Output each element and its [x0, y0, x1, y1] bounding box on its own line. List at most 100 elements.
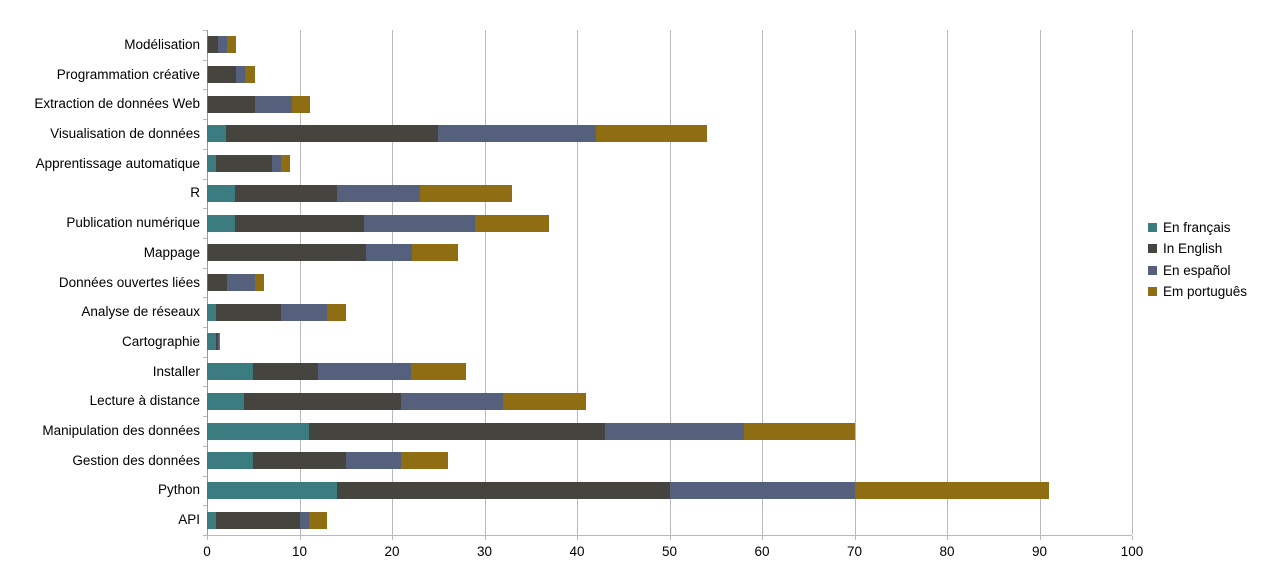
- bar-api: [207, 511, 328, 529]
- x-tick-mark: [207, 536, 208, 540]
- bar-segment-en-espanol: [254, 95, 292, 113]
- y-tick-mark: [203, 30, 207, 31]
- x-tick-mark: [484, 536, 486, 540]
- y-tick-mark: [203, 89, 207, 91]
- category-label-manipulation-des-donnees: Manipulation des données: [42, 423, 200, 439]
- gridline: [299, 30, 301, 535]
- legend-label: Em português: [1163, 283, 1248, 299]
- bar-segment-in-english: [225, 125, 439, 143]
- bar-publication-numerique: [207, 214, 550, 232]
- bar-segment-in-english: [234, 214, 365, 232]
- y-tick-mark: [203, 475, 207, 477]
- bar-segment-en-francais: [207, 125, 226, 143]
- bar-segment-in-english: [308, 422, 605, 440]
- legend-item-em-portugues: Em português: [1148, 281, 1247, 302]
- gridline: [577, 30, 578, 535]
- bar-segment-en-francais: [207, 481, 337, 499]
- bar-segment-in-english: [253, 363, 318, 381]
- bar-segment-in-english: [244, 392, 402, 410]
- bar-segment-em-portugues: [291, 95, 311, 113]
- y-tick-mark: [203, 386, 207, 388]
- y-tick-mark: [203, 148, 207, 150]
- bar-segment-en-francais: [207, 274, 209, 291]
- x-tick-mark: [577, 536, 578, 540]
- legend-swatch-em-portugues: [1148, 286, 1157, 296]
- bar-segment-en-francais: [207, 511, 217, 529]
- bar-segment-en-francais: [207, 392, 244, 410]
- y-tick-mark: [203, 208, 207, 210]
- bar-segment-en-francais: [207, 333, 217, 351]
- bar-segment-en-espanol: [217, 333, 219, 351]
- legend-swatch-en-espanol: [1148, 265, 1157, 275]
- legend-label: In English: [1163, 241, 1223, 257]
- bar-segment-en-espanol: [217, 36, 227, 54]
- category-label-api: API: [178, 512, 200, 528]
- bar-segment-en-espanol: [345, 452, 402, 470]
- bar-segment-en-espanol: [299, 511, 309, 529]
- category-label-modelisation: Modélisation: [124, 36, 200, 52]
- x-tick-label: 100: [1120, 544, 1144, 559]
- bar-segment-in-english: [208, 66, 237, 84]
- bar-segment-em-portugues: [475, 214, 550, 232]
- y-tick-mark: [203, 327, 207, 329]
- bar-python: [207, 481, 1049, 499]
- category-label-extraction-de-donnees-web: Extraction de données Web: [34, 96, 200, 112]
- y-tick-mark: [203, 297, 207, 299]
- bar-segment-em-portugues: [411, 244, 459, 262]
- x-tick-mark: [947, 536, 948, 540]
- bar-segment-in-english: [253, 452, 346, 470]
- x-tick-label: 0: [203, 544, 211, 559]
- bar-segment-en-francais: [207, 452, 254, 470]
- bar-manipulation-des-donnees: [207, 422, 855, 440]
- x-tick-label: 80: [939, 544, 955, 559]
- bar-segment-em-portugues: [743, 422, 855, 440]
- bar-modelisation: [207, 36, 237, 54]
- x-tick-mark: [299, 536, 301, 540]
- bar-segment-em-portugues: [245, 66, 255, 84]
- bar-programmation-creative: [207, 66, 255, 84]
- x-tick-label: 90: [1031, 544, 1048, 559]
- y-tick-mark: [203, 178, 207, 180]
- bar-segment-em-portugues: [308, 511, 328, 529]
- bar-segment-em-portugues: [503, 392, 587, 410]
- y-tick-mark: [203, 237, 207, 239]
- legend-item-en-francais: En français: [1148, 217, 1231, 238]
- category-label-publication-numerique: Publication numérique: [66, 215, 200, 231]
- gridline: [669, 30, 671, 535]
- bar-segment-en-francais: [207, 66, 209, 84]
- bar-segment-en-francais: [207, 214, 235, 232]
- category-label-visualisation-de-donnees: Visualisation de données: [50, 125, 200, 141]
- bar-segment-in-english: [216, 303, 281, 321]
- bar-extraction-de-donnees-web: [207, 95, 311, 113]
- x-tick-mark: [854, 536, 856, 540]
- bar-segment-en-espanol: [271, 155, 281, 173]
- category-label-programmation-creative: Programmation créative: [56, 66, 200, 82]
- bar-segment-in-english: [216, 333, 218, 351]
- y-tick-mark: [203, 445, 207, 447]
- bar-segment-en-espanol: [365, 244, 412, 262]
- bar-segment-em-portugues: [281, 155, 291, 173]
- bar-lecture-a-distance: [207, 392, 587, 410]
- bar-segment-en-francais: [207, 363, 254, 381]
- y-tick-mark: [203, 356, 207, 358]
- category-label-analyse-de-reseaux: Analyse de réseaux: [81, 304, 200, 320]
- x-tick-mark: [1132, 536, 1133, 540]
- bar-segment-em-portugues: [410, 363, 466, 381]
- y-tick-mark: [203, 59, 207, 61]
- bar-segment-in-english: [216, 155, 272, 173]
- y-tick-mark: [203, 505, 207, 507]
- bar-segment-in-english: [234, 184, 337, 202]
- bar-segment-en-espanol: [236, 66, 246, 84]
- x-tick-mark: [392, 536, 393, 540]
- gridline: [854, 30, 856, 535]
- category-label-python: Python: [157, 482, 200, 498]
- category-label-apprentissage-automatique: Apprentissage automatique: [35, 155, 200, 171]
- category-label-lecture-a-distance: Lecture à distance: [89, 393, 200, 409]
- x-tick-mark: [669, 536, 671, 540]
- bar-gestion-des-donnees: [207, 452, 448, 470]
- y-tick-mark: [203, 267, 207, 269]
- category-label-cartographie: Cartographie: [121, 333, 200, 349]
- bar-segment-em-portugues: [226, 36, 237, 54]
- x-tick-label: 50: [661, 544, 678, 559]
